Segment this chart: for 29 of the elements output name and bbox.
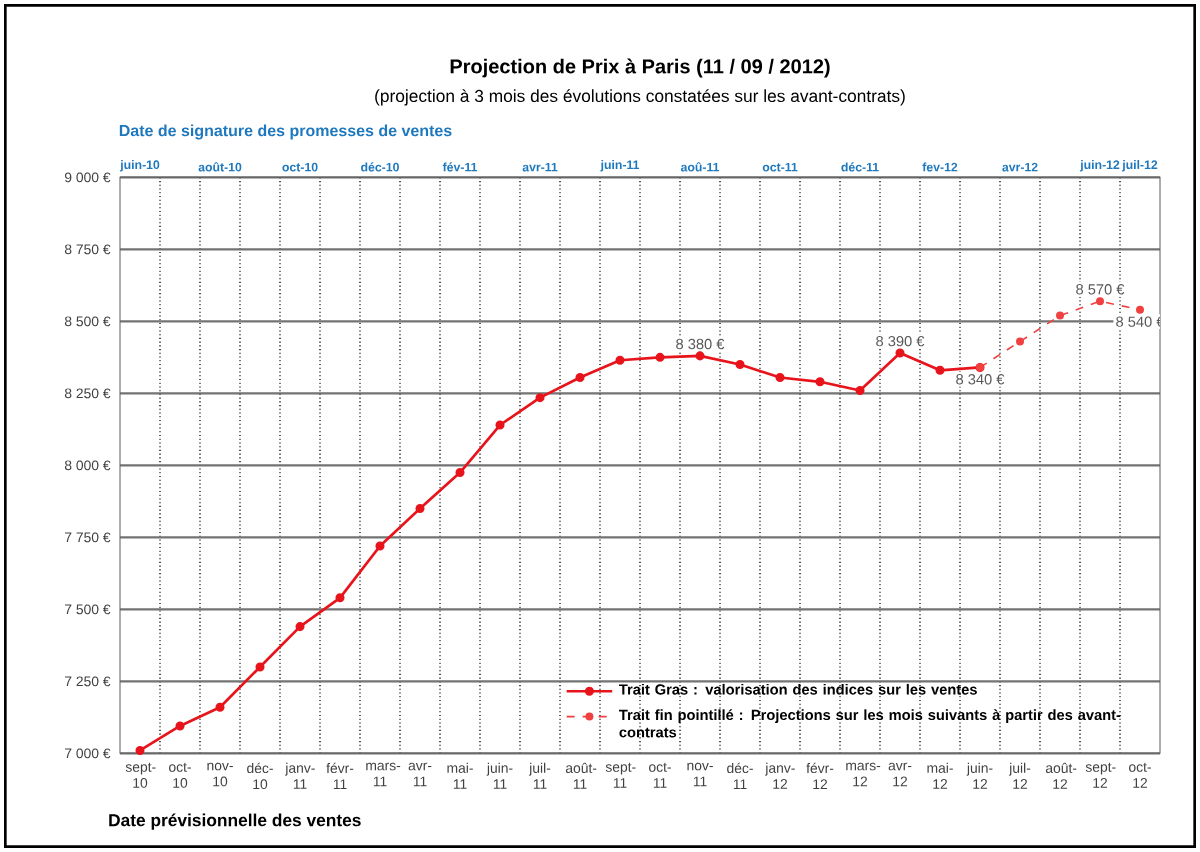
point xyxy=(415,504,425,514)
point xyxy=(255,662,265,672)
point xyxy=(775,372,785,383)
point xyxy=(935,365,945,375)
point xyxy=(455,468,465,478)
point xyxy=(1096,297,1105,306)
chart-subtitle: (projection à 3 mois des évolutions constatées sur les avant-contrats) xyxy=(375,89,905,106)
point xyxy=(615,355,625,365)
chart-title: Projection de Prix à Paris (11 / 09 / 2012) xyxy=(450,58,830,78)
point xyxy=(735,360,745,370)
point xyxy=(1056,311,1064,320)
point xyxy=(535,393,545,403)
point xyxy=(215,702,225,712)
point xyxy=(575,372,585,383)
point xyxy=(815,377,825,387)
point xyxy=(375,541,385,551)
point xyxy=(1136,305,1144,314)
point xyxy=(895,348,905,358)
point xyxy=(335,593,345,603)
point xyxy=(175,721,185,731)
point xyxy=(295,622,305,632)
point xyxy=(1016,337,1024,346)
x-axis-title: Date prévisionnelle des ventes xyxy=(109,813,361,830)
point xyxy=(695,351,705,361)
x2-axis-title: Date de signature des promesses de ventes xyxy=(119,124,452,140)
point xyxy=(135,745,145,755)
point xyxy=(495,420,505,430)
point xyxy=(655,352,665,362)
point xyxy=(855,385,865,395)
